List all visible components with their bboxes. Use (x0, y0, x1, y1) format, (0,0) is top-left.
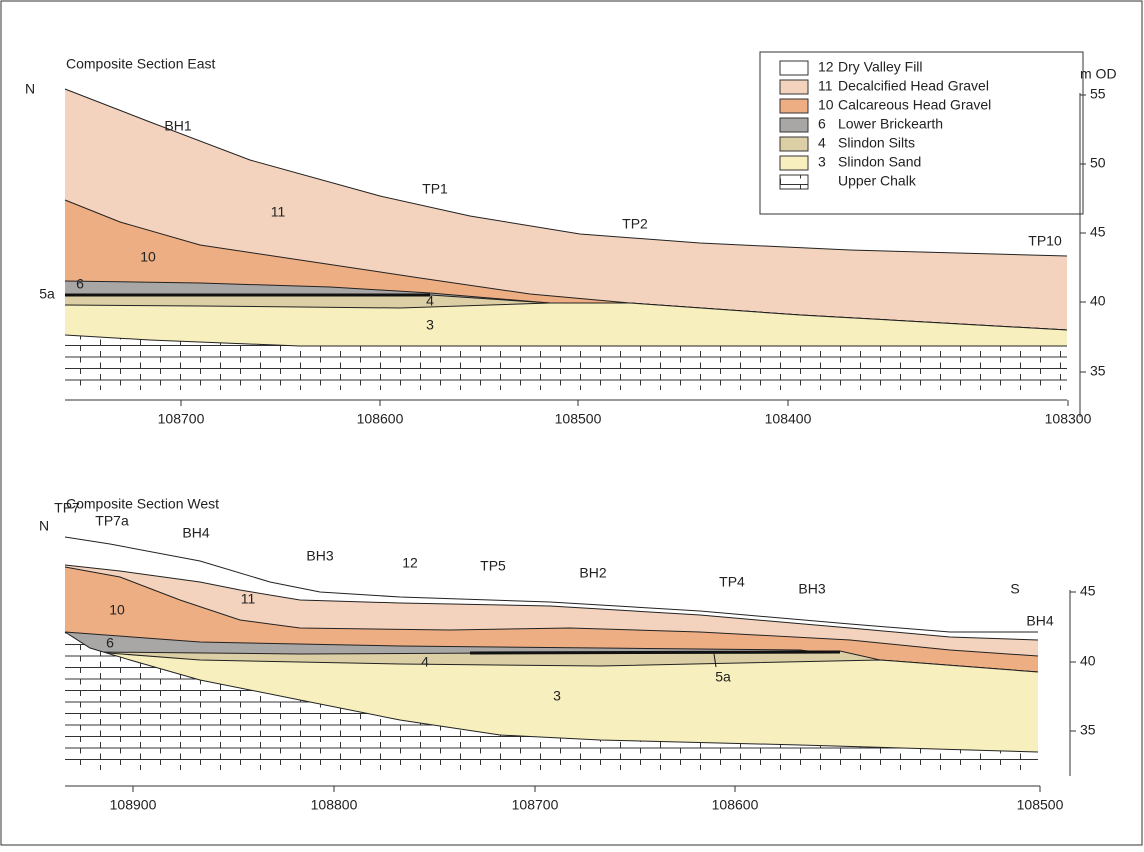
legend-number: 6 (818, 116, 826, 132)
section-label: 10 (109, 602, 125, 618)
legend-name: Decalcified Head Gravel (838, 78, 989, 94)
section-label: 6 (76, 276, 84, 292)
legend-box (760, 52, 1083, 214)
section-label: 4 (426, 293, 434, 309)
y-tick-label: 55 (1090, 86, 1106, 102)
x-tick-label: 108300 (1045, 411, 1092, 427)
x-tick-label: 108700 (512, 797, 559, 813)
x-tick-label: 108600 (712, 797, 759, 813)
section-label: TP2 (622, 216, 648, 232)
section-label: 3 (553, 688, 561, 704)
section-label: BH4 (182, 525, 209, 541)
legend-name: Upper Chalk (838, 173, 917, 189)
section-title: Composite Section West (66, 496, 219, 512)
section-label: S (1010, 581, 1019, 597)
section-label: BH3 (306, 548, 333, 564)
legend-swatch (780, 175, 808, 189)
legend-number: 4 (818, 135, 826, 151)
section-label: TP4 (719, 574, 745, 590)
section-label: 10 (140, 249, 156, 265)
y-tick-label: 50 (1090, 155, 1106, 171)
y-tick-label: 35 (1090, 363, 1106, 379)
section-label: 12 (402, 555, 418, 571)
section-label: 6 (106, 635, 114, 651)
legend-number: 12 (818, 59, 834, 75)
section-label: 11 (241, 591, 256, 607)
section-label: 4 (421, 654, 429, 670)
section-label: 5a (39, 286, 55, 302)
y-tick-label: 45 (1090, 224, 1106, 240)
legend-swatch (780, 99, 808, 113)
section-label: BH1 (164, 118, 191, 134)
section-label: 5a (715, 669, 731, 685)
legend-name: Calcareous Head Gravel (838, 97, 991, 113)
section-label: TP7 (54, 500, 80, 516)
legend-swatch (780, 61, 808, 75)
section-title: Composite Section East (66, 56, 216, 72)
legend-swatch (780, 118, 808, 132)
section-label: BH2 (579, 565, 606, 581)
y-tick-label: 40 (1080, 653, 1096, 669)
legend-swatch (780, 156, 808, 170)
y-tick-label: 35 (1080, 722, 1096, 738)
section-label: TP1 (422, 181, 448, 197)
y-tick-label: 45 (1080, 583, 1096, 599)
section-label: 3 (426, 317, 434, 333)
section-label: TP7a (95, 513, 129, 529)
legend-number: 11 (818, 78, 833, 94)
y-tick-label: 40 (1090, 293, 1106, 309)
legend-number: 10 (818, 97, 834, 113)
section-label: N (25, 81, 35, 97)
legend-name: Slindon Silts (838, 135, 915, 151)
x-tick-label: 108900 (110, 797, 157, 813)
y-unit: m OD (1080, 66, 1117, 82)
legend-number: 3 (818, 154, 826, 170)
legend-swatch (780, 137, 808, 151)
legend-name: Slindon Sand (838, 154, 921, 170)
x-tick-label: 108400 (765, 411, 812, 427)
legend-swatch (780, 80, 808, 94)
x-tick-label: 108800 (311, 797, 358, 813)
x-tick-label: 108500 (555, 411, 602, 427)
section-label: 11 (271, 204, 286, 220)
legend-name: Dry Valley Fill (838, 59, 923, 75)
geological-sections: 12Dry Valley Fill11Decalcified Head Grav… (0, 0, 1144, 847)
section-label: N (39, 518, 49, 534)
section-label: TP5 (480, 558, 506, 574)
section-label: BH4 (1026, 613, 1053, 629)
section-label: BH3 (798, 581, 825, 597)
section-label: TP10 (1028, 233, 1062, 249)
x-tick-label: 108700 (158, 411, 205, 427)
x-tick-label: 108600 (357, 411, 404, 427)
legend-name: Lower Brickearth (838, 116, 943, 132)
x-tick-label: 108500 (1017, 797, 1064, 813)
bed-5a (470, 652, 840, 653)
